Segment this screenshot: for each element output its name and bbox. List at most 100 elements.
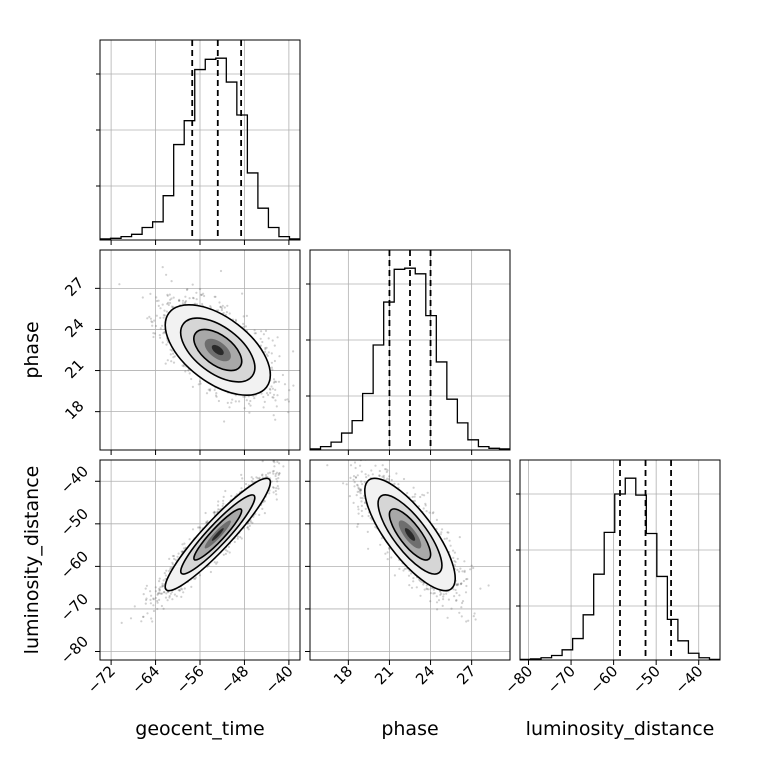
joint-geocent-time-vs-luminosity-distance-sample: [272, 472, 275, 475]
joint-geocent-time-vs-luminosity-distance-sample: [216, 504, 220, 507]
joint-geocent-time-vs-phase-sample: [163, 314, 166, 317]
joint-geocent-time-vs-phase-sample: [159, 307, 162, 310]
joint-geocent-time-vs-luminosity-distance-sample: [216, 561, 219, 564]
joint-geocent-time-vs-phase-sample: [152, 332, 155, 335]
joint-geocent-time-vs-phase-sample: [172, 361, 176, 364]
joint-geocent-time-vs-phase-sample: [284, 398, 287, 401]
hist-luminosity-distance-bin-10: [625, 478, 636, 660]
joint-geocent-time-vs-luminosity-distance-sample: [224, 548, 227, 552]
joint-geocent-time-vs-luminosity-distance-sample: [129, 617, 133, 620]
joint-geocent-time-vs-phase-sample: [273, 359, 276, 363]
joint-geocent-time-vs-phase-sample: [254, 332, 257, 335]
joint-geocent-time-vs-luminosity-distance-sample: [158, 598, 161, 602]
joint-phase-vs-luminosity-distance-sample: [455, 583, 458, 586]
joint-phase-vs-luminosity-distance-sample: [395, 472, 398, 475]
joint-geocent-time-vs-luminosity-distance-sample: [156, 607, 159, 611]
joint-phase-vs-luminosity-distance-sample: [442, 598, 445, 601]
joint-geocent-time-vs-phase-sample: [188, 297, 191, 300]
hist-phase-bin-6: [373, 345, 384, 450]
joint-phase-vs-luminosity-distance-sample: [359, 489, 362, 492]
joint-geocent-time-vs-luminosity-distance-sample: [278, 472, 281, 475]
hist-luminosity-distance-bin-12: [646, 534, 657, 660]
joint-geocent-time-vs-luminosity-distance-sample: [181, 543, 184, 546]
joint-geocent-time-vs-phase-sample: [161, 303, 164, 306]
joint-geocent-time-vs-phase-sample: [184, 302, 187, 305]
hist-geocent-time-bin-15: [258, 208, 269, 240]
joint-geocent-time-vs-phase-sample: [166, 293, 169, 296]
joint-geocent-time-vs-luminosity-distance-sample: [274, 474, 277, 478]
joint-geocent-time-vs-luminosity-distance-sample: [275, 471, 279, 474]
joint-geocent-time-vs-luminosity-distance-sample: [190, 585, 193, 589]
joint-geocent-time-vs-phase-sample: [226, 401, 229, 404]
joint-geocent-time-vs-luminosity-distance-sample: [159, 586, 162, 589]
joint-geocent-time-vs-luminosity-distance-sample: [160, 604, 163, 608]
hist-geocent-time-bin-10: [205, 59, 216, 240]
joint-geocent-time-vs-luminosity-distance-sample: [152, 597, 155, 600]
joint-geocent-time-vs-luminosity-distance-sample: [282, 465, 285, 468]
joint-geocent-time-vs-phase-sample: [267, 337, 270, 340]
joint-geocent-time-vs-luminosity-distance-sample: [206, 520, 209, 523]
hist-luminosity-distance-bin-5: [573, 639, 584, 660]
joint-geocent-time-vs-luminosity-distance-sample: [273, 461, 276, 464]
joint-geocent-time-vs-luminosity-distance-sample: [165, 569, 168, 572]
joint-geocent-time-vs-phase-sample: [149, 292, 152, 295]
joint-geocent-time-vs-luminosity-distance-sample: [248, 524, 251, 528]
joint-geocent-time-vs-luminosity-distance-sample: [209, 570, 212, 574]
joint-geocent-time-vs-phase-sample: [166, 359, 169, 362]
joint-phase-vs-luminosity-distance-sample: [360, 504, 363, 507]
joint-phase-vs-luminosity-distance-sample: [461, 570, 464, 573]
joint-phase-vs-luminosity-distance: [310, 460, 510, 660]
joint-phase-vs-luminosity-distance-sample: [412, 577, 415, 580]
joint-geocent-time-vs-luminosity-distance-sample: [140, 620, 143, 623]
joint-geocent-time-vs-luminosity-distance-sample: [198, 574, 202, 577]
joint-geocent-time-vs-phase-sample: [199, 382, 202, 385]
joint-geocent-time-vs-phase-sample: [272, 393, 276, 396]
joint-geocent-time-vs-luminosity-distance-sample: [156, 592, 160, 595]
joint-phase-vs-luminosity-distance-sample: [410, 586, 414, 589]
joint-geocent-time-vs-luminosity-distance-sample: [169, 592, 172, 595]
hist-phase-bin-2: [331, 442, 342, 450]
joint-geocent-time-vs-phase-sample: [158, 334, 161, 337]
joint-geocent-time-vs-phase-sample: [269, 391, 272, 394]
joint-phase-vs-luminosity-distance-sample: [470, 564, 473, 567]
joint-geocent-time-vs-phase-sample: [154, 324, 158, 328]
hist-luminosity-distance-bin-3: [552, 655, 563, 660]
joint-geocent-time-vs-luminosity-distance-sample: [292, 454, 294, 456]
joint-geocent-time-vs-phase-sample: [157, 299, 160, 302]
joint-geocent-time-vs-phase-sample: [265, 353, 268, 356]
joint-geocent-time-vs-phase-sample: [287, 400, 290, 403]
hist-luminosity-distance-border: [516, 459, 721, 661]
joint-geocent-time-vs-phase-sample: [230, 401, 233, 404]
joint-geocent-time-vs-phase-sample: [288, 389, 291, 392]
joint-geocent-time-vs-luminosity-distance-sample: [171, 563, 174, 566]
joint-geocent-time-vs-luminosity-distance-sample: [144, 587, 147, 590]
joint-geocent-time-vs-luminosity-distance-sample: [177, 552, 180, 555]
joint-geocent-time-vs-phase-sample: [159, 316, 162, 319]
joint-geocent-time-vs-luminosity-distance-sample: [157, 592, 160, 595]
joint-geocent-time-vs-luminosity-distance-sample: [255, 476, 258, 479]
joint-geocent-time-vs-phase-sample: [150, 320, 153, 323]
joint-geocent-time-vs-phase-sample: [205, 392, 209, 395]
joint-geocent-time-vs-phase-sample: [182, 365, 185, 368]
joint-geocent-time-vs-luminosity-distance-sample: [162, 607, 165, 610]
joint-geocent-time-vs-phase-sample: [262, 406, 265, 409]
joint-geocent-time-vs-luminosity-distance-sample: [272, 469, 275, 473]
joint-geocent-time-vs-luminosity-distance-sample: [273, 465, 276, 468]
joint-geocent-time-vs-luminosity-distance-sample: [264, 473, 268, 477]
joint-geocent-time-vs-luminosity-distance-sample: [171, 590, 174, 594]
joint-phase-vs-luminosity-distance-sample: [406, 491, 409, 495]
joint-geocent-time-vs-phase-sample: [192, 297, 195, 300]
joint-geocent-time-vs-phase-sample: [223, 420, 226, 423]
joint-geocent-time-vs-phase-sample: [264, 350, 267, 353]
joint-geocent-time-vs-luminosity-distance-sample: [163, 572, 166, 575]
joint-geocent-time-vs-phase-sample: [222, 311, 225, 315]
joint-geocent-time-vs-phase-sample: [161, 266, 164, 269]
joint-geocent-time-vs-phase-sample: [253, 329, 256, 332]
hist-phase-frame: [309, 249, 511, 451]
joint-geocent-time-vs-phase-sample: [155, 299, 158, 303]
joint-geocent-time-vs-phase-sample: [162, 316, 165, 319]
joint-geocent-time-vs-phase-sample: [292, 384, 295, 387]
joint-geocent-time-vs-luminosity-distance-sample: [272, 486, 275, 489]
joint-geocent-time-vs-luminosity-distance-sample: [149, 602, 152, 605]
joint-geocent-time-vs-phase-sample: [245, 314, 248, 317]
